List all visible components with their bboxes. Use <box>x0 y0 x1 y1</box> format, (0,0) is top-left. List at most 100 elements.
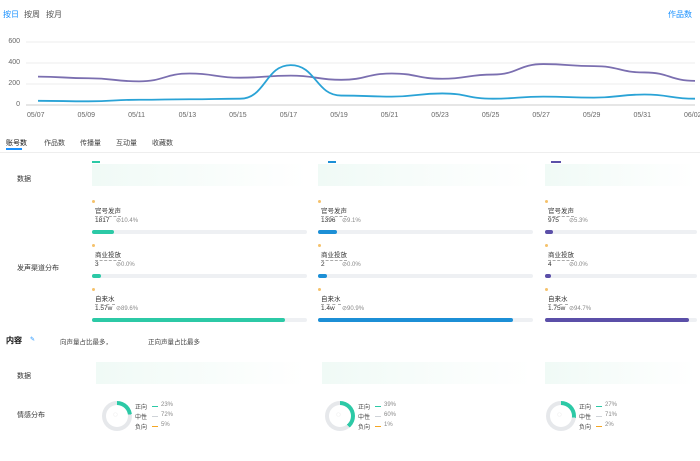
chart-plot <box>26 41 696 106</box>
emotion-legend-label: 中性 <box>135 415 148 421</box>
card-title: 商业投放 <box>548 249 574 261</box>
x-tick-label: 05/09 <box>77 112 96 119</box>
subtab-active-indicator <box>6 148 22 150</box>
emotion-legend-pct: 23% <box>161 402 174 408</box>
emotion-legend-swatch <box>596 406 602 407</box>
donut-center-icon: ◌ <box>336 410 341 419</box>
card-title: 自来水 <box>548 293 568 305</box>
card-progress-track <box>545 230 697 234</box>
donut-center-icon: ◌ <box>557 410 562 419</box>
emotion-legend-swatch <box>375 426 381 427</box>
data-band-1 <box>92 164 307 186</box>
band-marker-3 <box>551 161 561 163</box>
card-progress-fill <box>318 274 327 278</box>
y-tick-0: 0 <box>16 101 20 108</box>
subtab-favorites[interactable]: 收藏数 <box>152 140 173 147</box>
card-percent: ⊘0.0% <box>342 262 361 268</box>
ratio-icon: ⊘ <box>116 306 122 312</box>
y-tick-200: 200 <box>8 80 20 87</box>
emotion-legend-swatch <box>596 416 602 417</box>
card-progress-track <box>545 318 697 322</box>
card-value: 1817 <box>95 217 110 224</box>
card-value: 2 <box>321 261 325 268</box>
x-tick-label: 05/21 <box>380 112 399 119</box>
source-dist-label: 发声渠道分布 <box>17 265 59 272</box>
data2-band-1 <box>96 362 306 384</box>
subtab-works[interactable]: 作品数 <box>44 140 65 147</box>
x-tick-label: 05/29 <box>582 112 601 119</box>
card-percent: ⊘5.3% <box>569 218 588 224</box>
tab-week[interactable]: 按周 <box>24 10 40 19</box>
card-percent: ⊘0.0% <box>569 262 588 268</box>
content-tag-icon: ✎ <box>30 337 36 343</box>
data2-band-3 <box>545 362 695 384</box>
emotion-legend-swatch <box>375 406 381 407</box>
card-percent: ⊘90.9% <box>342 306 365 312</box>
card-progress-track <box>92 274 307 278</box>
ratio-icon: ⊘ <box>342 262 348 268</box>
works-count-link[interactable]: 作品数 <box>668 10 692 19</box>
ratio-icon: ⊘ <box>342 218 348 224</box>
card-progress-fill <box>545 274 552 278</box>
x-tick-label: 05/11 <box>128 112 146 119</box>
x-tick-label: 05/07 <box>27 112 45 119</box>
card-value: 1.75w <box>548 305 566 312</box>
card-value: 3 <box>95 261 99 268</box>
data2-row-label: 数据 <box>17 373 31 380</box>
card-progress-track <box>92 230 307 234</box>
card-marker-icon <box>92 200 95 203</box>
x-tick-label: 05/25 <box>481 112 500 119</box>
ratio-icon: ⊘ <box>116 218 122 224</box>
emotion-legend-swatch <box>375 416 381 417</box>
x-tick-label: 05/31 <box>633 112 651 119</box>
divider <box>0 152 700 153</box>
emotion-legend-swatch <box>152 406 158 407</box>
ratio-icon: ⊘ <box>569 218 575 224</box>
card-value: 1.57w <box>95 305 113 312</box>
data2-band-2 <box>322 362 532 384</box>
card-marker-icon <box>545 200 548 203</box>
card-progress-track <box>318 230 533 234</box>
card-progress-track <box>92 318 307 322</box>
card-progress-fill <box>92 318 285 322</box>
band-marker-2 <box>328 161 336 163</box>
card-title: 自来水 <box>95 293 115 305</box>
emotion-legend-label: 正向 <box>579 405 592 411</box>
tab-month[interactable]: 按月 <box>46 10 62 19</box>
card-progress-fill <box>545 230 553 234</box>
emotion-legend-pct: 27% <box>605 402 618 408</box>
emotion-legend-pct: 1% <box>384 422 393 428</box>
ratio-icon: ⊘ <box>569 262 575 268</box>
donut-center-icon: ◌ <box>113 410 118 419</box>
ratio-icon: ⊘ <box>569 306 575 312</box>
content-heading: 内容 <box>6 336 22 345</box>
emotion-legend-swatch <box>152 426 158 427</box>
card-percent: ⊘10.4% <box>116 218 139 224</box>
card-progress-fill <box>545 318 689 322</box>
x-tick-label: 05/23 <box>431 112 449 119</box>
card-marker-icon <box>545 288 548 291</box>
subtab-interaction[interactable]: 互动量 <box>116 140 137 147</box>
emotion-legend-pct: 71% <box>605 412 618 418</box>
card-marker-icon <box>318 244 321 247</box>
card-percent: ⊘9.1% <box>342 218 361 224</box>
card-title: 官号发声 <box>548 205 574 217</box>
subtab-accounts[interactable]: 账号数 <box>6 140 27 147</box>
card-progress-fill <box>318 318 514 322</box>
x-tick-label: 05/15 <box>229 112 247 119</box>
emotion-legend-swatch <box>152 416 158 417</box>
card-marker-icon <box>318 288 321 291</box>
emotion-legend-label: 中性 <box>579 415 592 421</box>
series-line-1 <box>37 64 696 103</box>
card-progress-track <box>545 274 697 278</box>
card-percent: ⊘89.6% <box>116 306 139 312</box>
emotion-legend-pct: 5% <box>161 422 170 428</box>
card-marker-icon <box>545 244 548 247</box>
emotion-legend-label: 正向 <box>135 405 148 411</box>
y-tick-600: 600 <box>8 38 20 45</box>
tab-day[interactable]: 按日 <box>3 10 19 19</box>
subtab-spread[interactable]: 传播量 <box>80 140 101 147</box>
card-title: 商业投放 <box>95 249 121 261</box>
emotion-legend-pct: 60% <box>384 412 397 418</box>
x-tick-label: 05/27 <box>532 112 550 119</box>
